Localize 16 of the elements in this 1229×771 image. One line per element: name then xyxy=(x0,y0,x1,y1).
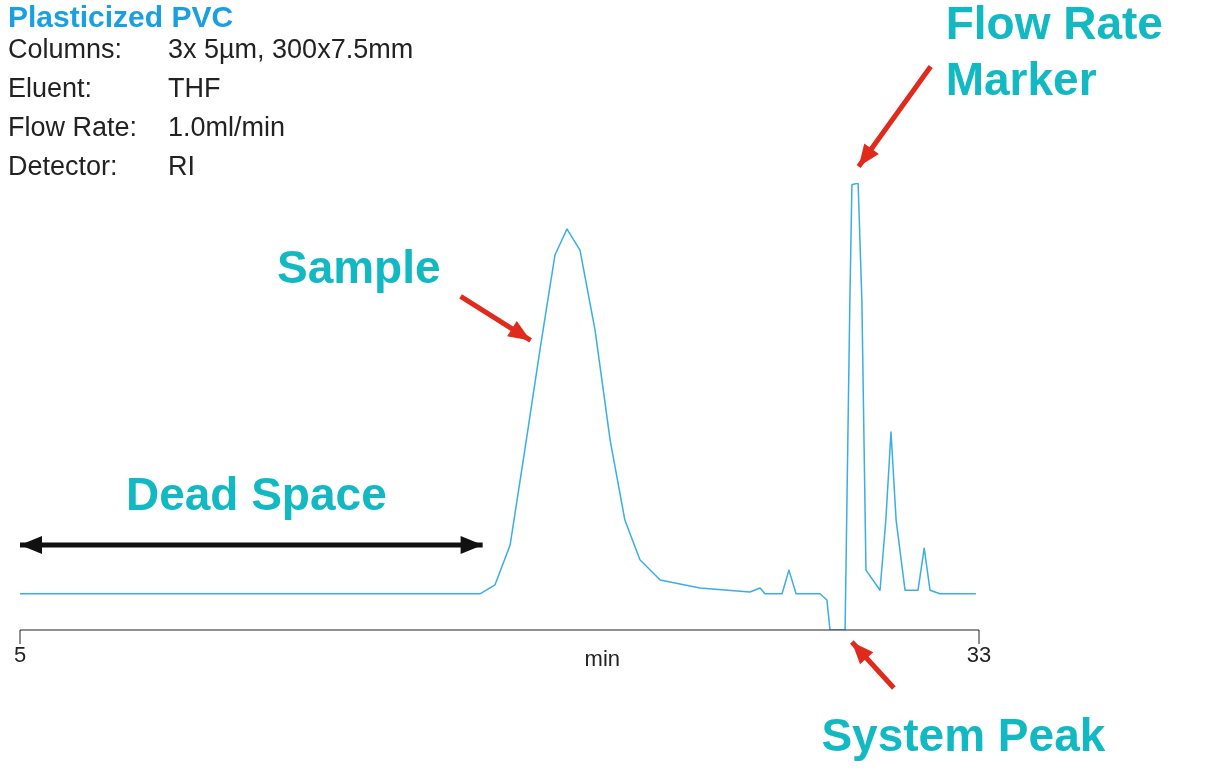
annotation: Flow Rate Marker xyxy=(945,0,1163,105)
text: 3x 5µm, 300x7.5mm xyxy=(168,34,414,65)
text: RI xyxy=(168,151,196,182)
x-tick-label: 33 xyxy=(966,641,992,667)
text: 1.0ml/min xyxy=(168,112,287,143)
x-axis-title: min xyxy=(584,646,621,672)
annotation: Sample xyxy=(276,241,441,294)
x-tick-label: 5 xyxy=(13,641,27,667)
text: THF xyxy=(168,73,222,104)
annotation: Dead Space xyxy=(125,468,387,521)
text: Detector: xyxy=(8,151,119,182)
text: System Peak xyxy=(821,709,1106,761)
text: Eluent: xyxy=(8,73,94,104)
text: Flow Rate: xyxy=(8,112,139,143)
text: Columns: xyxy=(8,34,124,65)
chart-title: Plasticized PVC xyxy=(8,0,234,34)
